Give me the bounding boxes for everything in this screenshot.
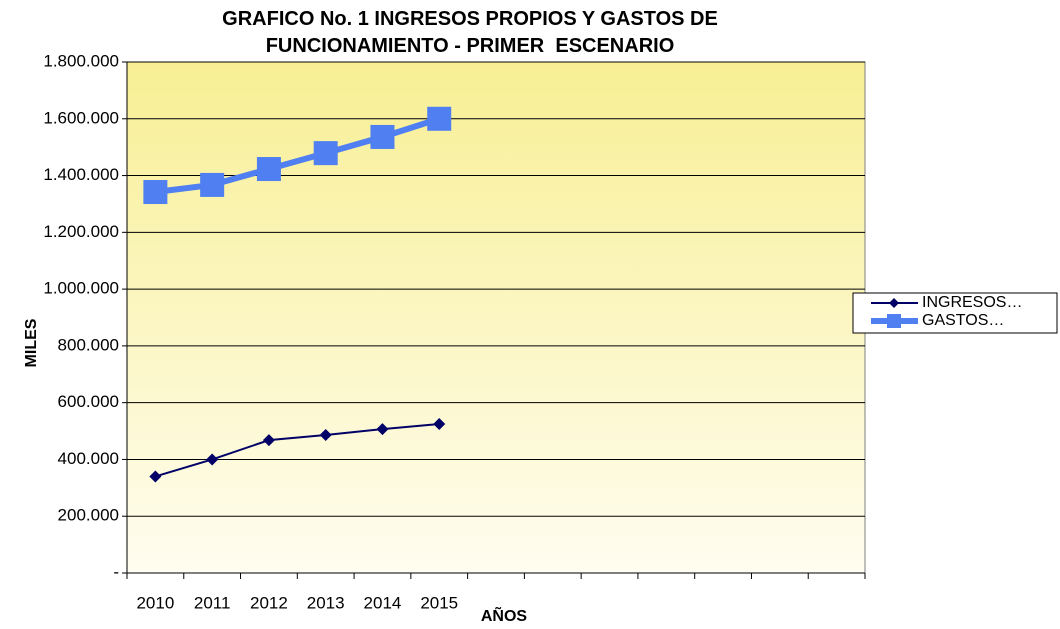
legend-label: INGRESOS… bbox=[922, 294, 1022, 311]
y-tick-label: 800.000 bbox=[58, 335, 119, 354]
chart-title: GRAFICO No. 1 INGRESOS PROPIOS Y GASTOS … bbox=[222, 8, 724, 57]
series-line bbox=[155, 422, 440, 478]
data-point bbox=[262, 434, 275, 447]
y-tick-label: - bbox=[113, 562, 119, 581]
data-point bbox=[313, 141, 338, 166]
data-point bbox=[319, 429, 332, 442]
y-tick-label: 1.200.000 bbox=[43, 222, 119, 241]
data-point bbox=[149, 470, 162, 483]
legend-marker bbox=[889, 298, 899, 308]
x-tick-label: 2012 bbox=[250, 593, 288, 612]
x-axis-title: AÑOS bbox=[481, 605, 528, 625]
data-point bbox=[206, 453, 219, 466]
x-tick-label: 2013 bbox=[307, 593, 345, 612]
data-point bbox=[200, 172, 225, 197]
y-tick-label: 200.000 bbox=[58, 506, 119, 525]
y-tick-label: 1.400.000 bbox=[43, 165, 119, 184]
data-point bbox=[143, 180, 168, 205]
y-tick-label: 400.000 bbox=[58, 449, 119, 468]
y-tick-label: 600.000 bbox=[58, 392, 119, 411]
legend-label: GASTOS… bbox=[922, 312, 1004, 329]
data-point bbox=[427, 106, 452, 131]
legend-marker bbox=[887, 314, 901, 328]
y-axis-title: MILES bbox=[23, 318, 40, 367]
data-point bbox=[376, 423, 389, 436]
y-tick-label: 1.800.000 bbox=[43, 51, 119, 70]
x-tick-label: 2015 bbox=[420, 593, 458, 612]
x-tick-label: 2010 bbox=[136, 593, 174, 612]
data-point bbox=[256, 157, 281, 182]
plot-area bbox=[126, 61, 866, 574]
x-tick-label: 2011 bbox=[194, 593, 231, 612]
x-tick-label: 2014 bbox=[364, 593, 402, 612]
data-point bbox=[433, 417, 446, 430]
data-point bbox=[370, 124, 395, 149]
y-tick-label: 1.600.000 bbox=[43, 108, 119, 127]
y-tick-label: 1.000.000 bbox=[43, 279, 119, 298]
